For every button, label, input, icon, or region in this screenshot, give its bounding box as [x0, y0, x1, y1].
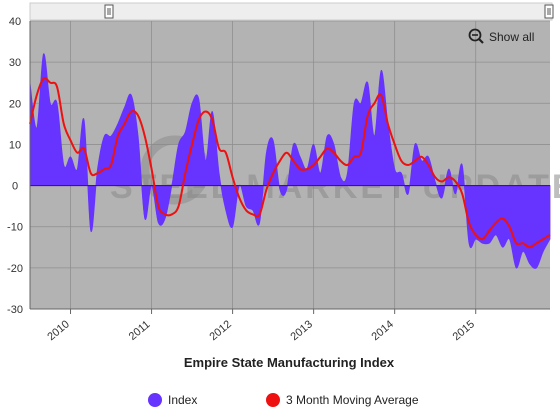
y-tick-label: 30	[9, 57, 21, 69]
legend[interactable]: Index 3 Month Moving Average	[148, 393, 419, 407]
zoom-out-icon[interactable]	[468, 28, 482, 42]
series-index-area	[29, 53, 551, 269]
x-tick-label: 2015	[451, 318, 477, 343]
index-area-layer	[29, 53, 551, 269]
navigator-handle-right[interactable]	[544, 4, 554, 19]
y-tick-label: -20	[7, 263, 23, 275]
x-axis: 2010 2011 2012 2013 2014 2015	[30, 308, 550, 343]
y-axis: 40 30 20 10 0 -10 -20 -30	[7, 16, 31, 316]
x-tick-label: 2010	[45, 318, 71, 343]
chart-title: Empire State Manufacturing Index	[184, 355, 395, 370]
x-tick-label: 2012	[207, 318, 233, 343]
y-tick-label: 40	[9, 16, 21, 28]
y-tick-label: -30	[7, 304, 23, 316]
legend-item-moving-average[interactable]: 3 Month Moving Average	[266, 393, 419, 407]
x-tick-label: 2014	[370, 318, 396, 343]
series-moving-average-line	[29, 77, 551, 249]
zoom-out-icon-handle	[478, 38, 484, 44]
legend-swatch-index[interactable]	[148, 393, 162, 407]
y-tick-label: 0	[12, 181, 18, 193]
legend-label-index[interactable]: Index	[168, 393, 197, 407]
show-all-button[interactable]: Show all	[468, 28, 535, 45]
show-all-label[interactable]: Show all	[489, 30, 534, 44]
x-tick-label: 2013	[288, 318, 314, 343]
navigator-handle-left[interactable]	[104, 4, 114, 19]
legend-item-index[interactable]: Index	[148, 393, 197, 407]
y-tick-label: -10	[7, 222, 23, 234]
moving-average-layer	[29, 77, 551, 249]
y-tick-label: 20	[9, 98, 21, 110]
x-tick-label: 2011	[127, 319, 153, 343]
legend-swatch-moving-average[interactable]	[266, 393, 280, 407]
y-tick-label: 10	[9, 139, 21, 151]
legend-label-moving-average[interactable]: 3 Month Moving Average	[286, 393, 419, 407]
